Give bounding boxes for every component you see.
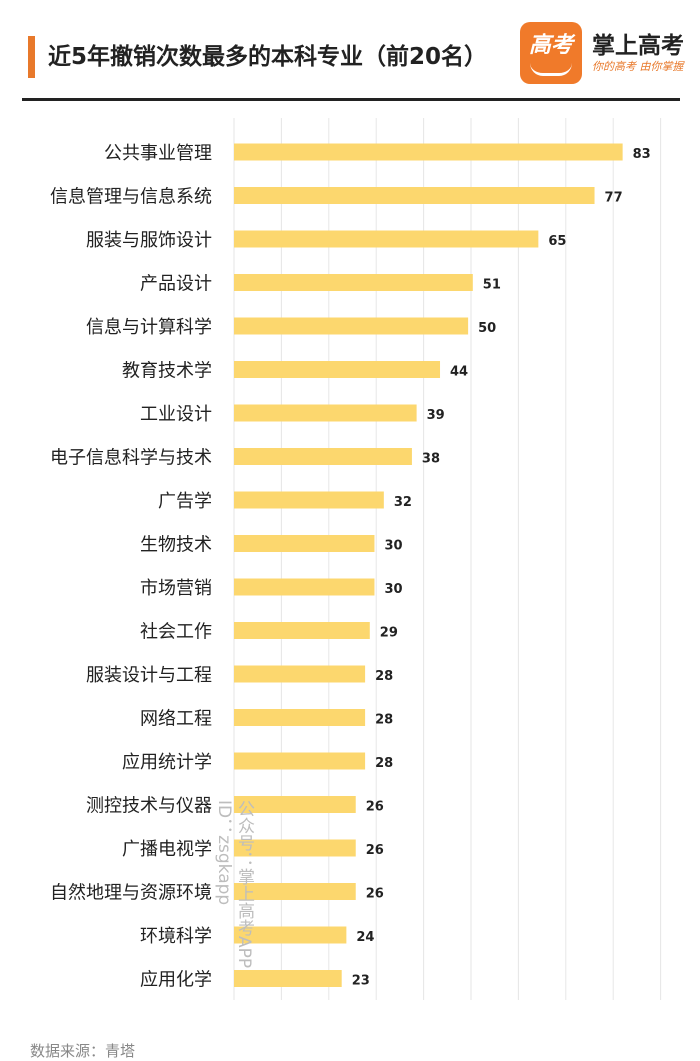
bar — [234, 926, 347, 944]
value-label: 50 — [478, 321, 496, 336]
chart-title: 近5年撤销次数最多的本科专业（前20名） — [48, 44, 488, 70]
bar — [234, 230, 539, 248]
category-label: 生物技术 — [140, 535, 212, 556]
category-labels: 公共事业管理信息管理与信息系统服装与服饰设计产品设计信息与计算科学教育技术学工业… — [50, 143, 212, 991]
value-label: 28 — [375, 669, 393, 684]
category-label: 广告学 — [158, 491, 212, 512]
brand-name: 掌上高考 — [592, 33, 684, 59]
value-label: 23 — [352, 974, 370, 989]
value-label: 32 — [394, 495, 412, 510]
bar — [234, 535, 375, 552]
bar — [234, 448, 412, 465]
bar — [234, 317, 469, 335]
value-label: 30 — [384, 539, 402, 554]
bar — [234, 143, 623, 161]
watermark-line-2: ID：zsgkapp — [214, 800, 234, 906]
book-icon — [530, 63, 572, 76]
bar — [234, 404, 417, 422]
bar — [234, 361, 441, 378]
category-label: 电子信息科学与技术 — [50, 448, 212, 469]
category-label: 产品设计 — [140, 274, 212, 295]
value-label: 30 — [384, 582, 402, 597]
grid-lines — [233, 118, 662, 1000]
bar — [234, 665, 366, 683]
value-label: 26 — [366, 800, 384, 815]
category-label: 信息与计算科学 — [86, 317, 212, 338]
category-label: 应用化学 — [140, 970, 212, 991]
bar — [234, 752, 366, 770]
category-label: 服装设计与工程 — [86, 665, 212, 686]
bar — [234, 491, 384, 509]
bar — [234, 970, 342, 987]
title-accent-bar — [28, 36, 35, 78]
category-label: 工业设计 — [140, 404, 212, 425]
bars — [234, 143, 623, 987]
category-label: 服装与服饰设计 — [86, 230, 212, 251]
value-labels: 83 77 65 51 50 44 39 38 32 30 30 29 28 28 28 26 26 26 24 23 — [352, 147, 651, 989]
value-label: 77 — [605, 191, 623, 206]
category-label: 教育技术学 — [122, 361, 212, 382]
watermark: 公众号：掌上高考APP ID：zsgkapp — [214, 800, 254, 969]
bar — [234, 709, 366, 726]
value-label: 26 — [366, 843, 384, 858]
category-label: 广播电视学 — [122, 839, 212, 860]
bar — [234, 578, 375, 596]
logo-glyph: 高考 — [528, 32, 573, 58]
bar — [234, 622, 370, 639]
value-label: 26 — [366, 887, 384, 902]
value-label: 65 — [548, 234, 566, 249]
value-label: 29 — [380, 626, 398, 641]
category-label: 社会工作 — [140, 622, 212, 643]
value-label: 24 — [356, 930, 374, 945]
value-label: 51 — [483, 278, 501, 293]
data-source: 数据来源：青塔 — [30, 1042, 136, 1060]
value-label: 28 — [375, 713, 393, 728]
bar — [234, 839, 356, 857]
category-label: 环境科学 — [140, 926, 212, 947]
brand-logo: 高考 — [520, 22, 582, 84]
category-label: 自然地理与资源环境 — [50, 883, 212, 904]
category-label: 测控技术与仪器 — [86, 796, 212, 817]
bar — [234, 883, 356, 900]
value-label: 39 — [427, 408, 445, 423]
category-label: 市场营销 — [140, 578, 212, 599]
value-label: 28 — [375, 756, 393, 771]
category-label: 公共事业管理 — [104, 143, 212, 164]
value-label: 38 — [422, 452, 440, 467]
category-label: 应用统计学 — [122, 752, 212, 773]
value-label: 44 — [450, 365, 468, 380]
value-label: 83 — [633, 147, 651, 162]
bar — [234, 274, 473, 291]
category-label: 信息管理与信息系统 — [50, 187, 212, 208]
brand-slogan: 你的高考 由你掌握 — [592, 60, 684, 73]
category-label: 网络工程 — [140, 709, 212, 730]
bar — [234, 796, 356, 813]
header-rule — [22, 98, 680, 101]
bar — [234, 187, 595, 204]
watermark-line-1: 公众号：掌上高考APP — [234, 800, 254, 969]
